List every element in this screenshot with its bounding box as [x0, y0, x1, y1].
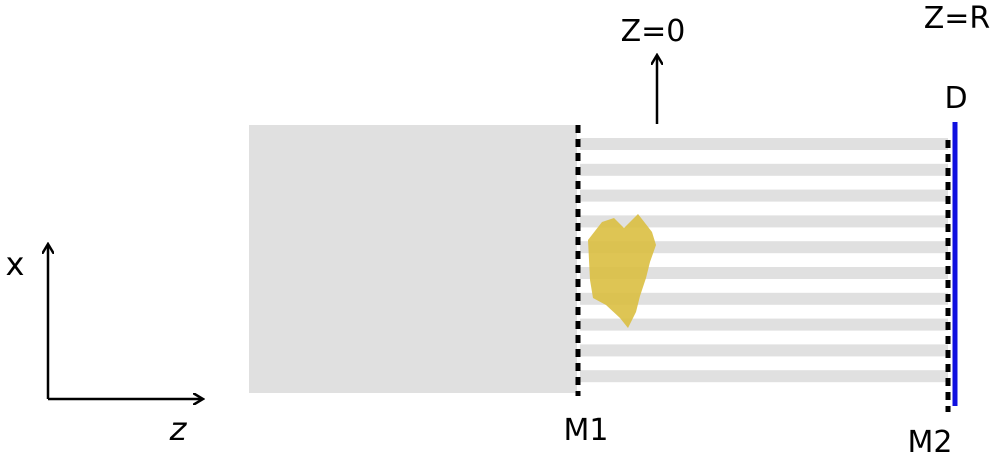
label-z-axis: z [169, 410, 188, 448]
propagation-stripe [580, 267, 948, 279]
label-m1: M1 [564, 413, 609, 448]
label-x-axis: x [6, 245, 25, 283]
propagation-stripe [580, 370, 948, 383]
scattering-medium [249, 125, 577, 393]
propagation-stripe [580, 318, 948, 331]
label-m2: M2 [908, 425, 953, 457]
propagation-stripe [580, 292, 948, 305]
propagation-stripe [580, 163, 948, 176]
label-d: D [944, 81, 967, 116]
propagation-stripe [580, 241, 948, 254]
axes-icon [48, 244, 203, 399]
propagation-stripe [580, 215, 948, 228]
propagation-stripes [580, 138, 948, 383]
propagation-stripe [580, 138, 948, 150]
label-zr: Z=R [924, 1, 991, 36]
label-z0: Z=0 [621, 14, 686, 49]
propagation-stripe [580, 189, 948, 202]
propagation-stripe [580, 344, 948, 357]
hidden-object [588, 214, 656, 328]
